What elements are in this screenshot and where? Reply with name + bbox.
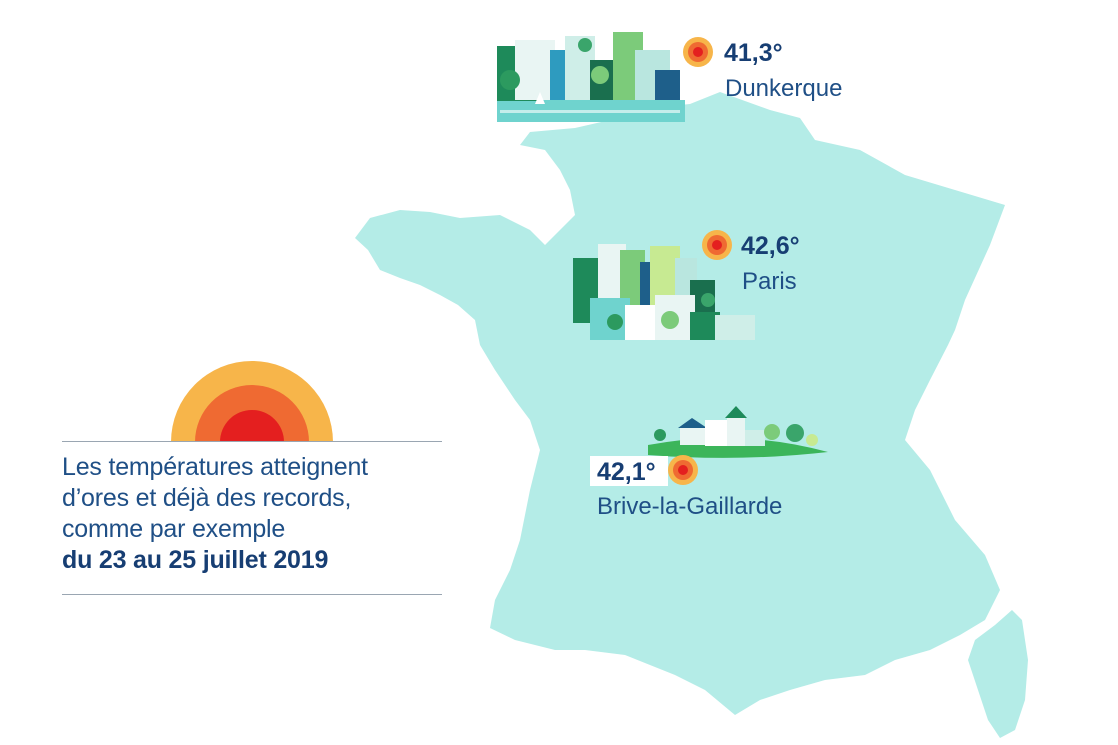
temperature-brive: 42,1°	[597, 458, 656, 486]
caption-line-3: comme par exemple	[62, 515, 286, 543]
sun-icon	[171, 361, 333, 442]
brive-village-illustration	[648, 406, 828, 458]
city-label-dunkerque: Dunkerque	[725, 75, 842, 102]
dunkerque-city-illustration	[497, 32, 685, 122]
heat-dot-icon	[702, 230, 732, 260]
city-label-brive: Brive-la-Gaillarde	[597, 493, 782, 520]
heat-dot-icon	[683, 37, 713, 67]
temperature-dunkerque: 41,3°	[724, 39, 783, 67]
marker-brive: 42,1° Brive-la-Gaillarde	[590, 455, 782, 520]
corsica-shape	[968, 610, 1028, 738]
caption-box: Les températures atteignent d’ores et dé…	[62, 441, 442, 595]
marker-dunkerque: 41,3° Dunkerque	[683, 37, 842, 102]
paris-city-illustration	[573, 244, 755, 340]
caption-date: du 23 au 25 juillet 2019	[62, 546, 329, 574]
caption-line-2: d’ores et déjà des records,	[62, 484, 352, 512]
marker-paris: 42,6° Paris	[702, 230, 800, 295]
temperature-paris: 42,6°	[741, 232, 800, 260]
heat-dot-icon	[668, 455, 698, 485]
city-label-paris: Paris	[742, 268, 797, 295]
caption-line-1: Les températures atteignent	[62, 453, 368, 481]
france-mainland-shape	[355, 92, 1005, 715]
